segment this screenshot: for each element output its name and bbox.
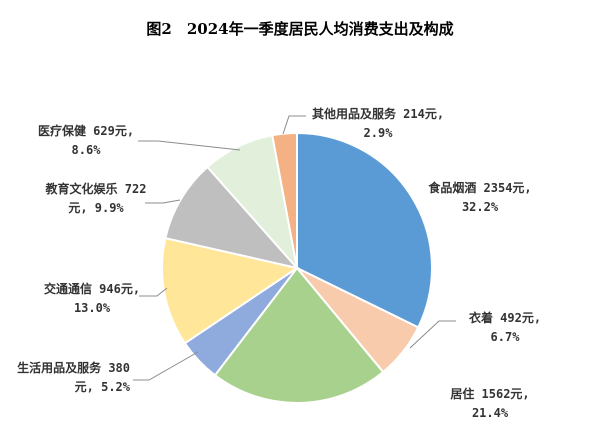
- leader-line-7: [138, 140, 241, 151]
- pie-slice-1: [296, 131, 433, 329]
- slice-label-6: 教育文化娱乐 722 元, 9.9%: [45, 181, 147, 215]
- slice-label-2: 衣着 492元, 6.7%: [469, 310, 541, 344]
- pie-slice-3: [213, 266, 385, 404]
- leader-line-4: [133, 351, 199, 381]
- slice-label-3: 居住 1562元, 21.4%: [450, 386, 529, 420]
- pie-slice-6: [164, 165, 300, 270]
- pie-slice-8: [271, 131, 298, 269]
- leader-line-2: [409, 320, 456, 349]
- leader-line-8: [282, 115, 306, 135]
- pie-slices: [161, 131, 433, 404]
- chart-title: 图2 2024年一季度居民人均消费支出及构成: [146, 20, 453, 38]
- slice-label-1: 食品烟酒 2354元, 32.2%: [427, 180, 531, 214]
- slice-labels: 食品烟酒 2354元, 32.2% 衣着 492元, 6.7% 居住 1562元, 21.…: [17, 106, 541, 420]
- slice-label-7: 医疗保健 629元, 8.6%: [38, 123, 134, 157]
- slice-label-8: 其他用品及服务 214元, 2.9%: [312, 106, 444, 140]
- slice-label-4: 生活用品及服务 380 元, 5.2%: [17, 360, 131, 394]
- slice-label-5: 交通通信 946元, 13.0%: [44, 281, 140, 315]
- leader-line-5: [139, 287, 168, 297]
- pie-slice-5: [161, 236, 300, 345]
- leader-line-6: [145, 199, 181, 204]
- leader-lines: [133, 115, 456, 381]
